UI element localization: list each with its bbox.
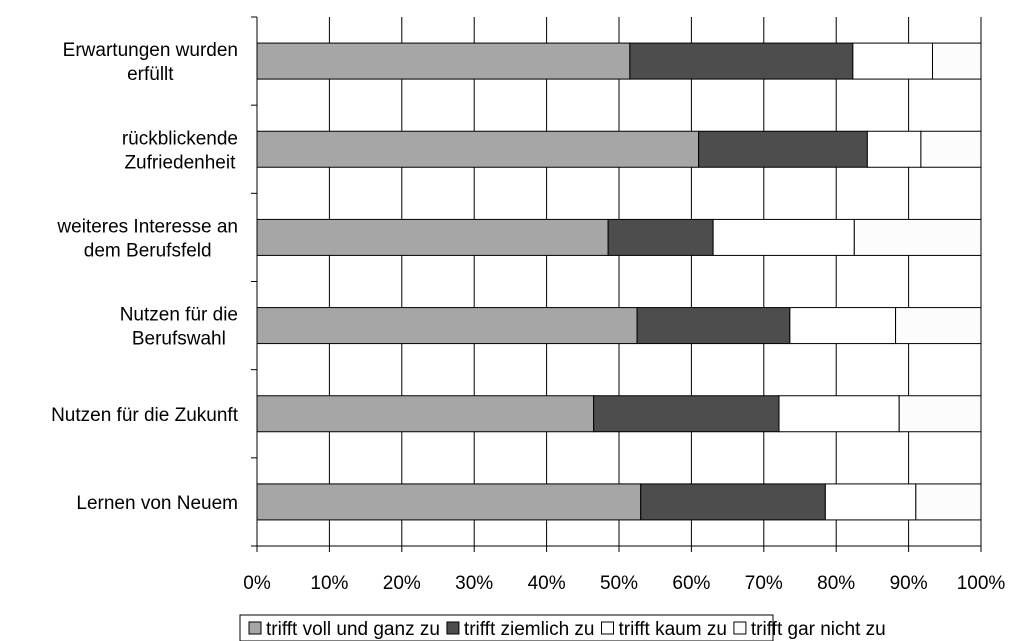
category-label-line: dem Berufsfeld [84,240,212,261]
x-tick-label: 100% [957,573,1006,594]
category-label-line: Nutzen für die [120,305,238,326]
category-label-line: rückblickende [122,128,238,149]
legend-label: trifft gar nicht zu [751,619,886,640]
x-tick-label: 10% [310,573,348,594]
category-label-line: Zufriedenheit [124,152,236,173]
bar-segment [256,42,631,80]
category-label-line: erfüllt [127,64,174,85]
bar-segment [895,307,982,345]
bar-segment [853,218,982,256]
category-label-line: Erwartungen wurden [63,40,238,61]
bar-segment [778,395,900,433]
legend-label: trifft kaum zu [619,619,727,640]
x-tick-label: 30% [455,573,493,594]
legend-swatch [733,621,747,635]
legend-box [239,614,774,641]
bar-segment [824,483,917,521]
x-tick-label: 70% [745,573,783,594]
legend-swatch [248,621,262,635]
category-label-line: Lernen von Neuem [76,493,238,514]
bar-segment [915,483,982,521]
bar-segment [256,130,700,168]
x-tick-labels: 0% 10% 20% 30% 40% 50% 60% 70% 80% 90% 100% [243,573,1005,594]
bar-segment [640,483,826,521]
bar-segment [607,218,714,256]
category-label: rückblickende Zufriedenheit [122,128,238,173]
x-tick-label: 60% [672,573,710,594]
bar-segment [256,483,642,521]
legend-label: trifft voll und ganz zu [266,619,440,640]
bar-segment [256,395,595,433]
x-tick-label: 0% [243,573,271,594]
bar-segment [931,42,982,80]
bar-segment [898,395,982,433]
category-label-line: Nutzen für die Zukunft [51,405,239,426]
bar-segment [712,218,855,256]
legend-swatch [446,621,460,635]
x-tick-label: 40% [528,573,566,594]
bar-segment [629,42,854,80]
category-label-line: Berufswahl [132,329,226,350]
bar-segment [852,42,933,80]
bar-segment [256,218,609,256]
bar-segment [593,395,780,433]
category-label: Nutzen für die Berufswahl [120,305,238,350]
x-tick-label: 20% [383,573,421,594]
legend: trifft voll und ganz zu trifft ziemlich z… [239,614,886,641]
category-label: weiteres Interesse an dem Berufsfeld [56,216,238,261]
bars [256,42,982,521]
bar-segment [866,130,922,168]
category-label: Erwartungen wurden erfüllt [63,40,238,85]
category-label-line: weiteres Interesse an [56,216,238,237]
x-tick-label: 50% [600,573,638,594]
x-tick-label: 80% [817,573,855,594]
bar-segment [920,130,982,168]
bar-segment [256,307,638,345]
legend-label: trifft ziemlich zu [464,619,595,640]
axes [251,16,982,552]
bar-segment [636,307,791,345]
bar-segment [698,130,868,168]
category-label: Nutzen für die Zukunft [51,405,239,426]
bar-segment [789,307,897,345]
grid-lines [256,17,982,546]
x-tick-label: 90% [890,573,928,594]
category-label: Lernen von Neuem [76,493,238,514]
legend-swatch [601,621,614,635]
category-labels: Erwartungen wurden erfüllt rückblickende Zu… [51,40,239,514]
